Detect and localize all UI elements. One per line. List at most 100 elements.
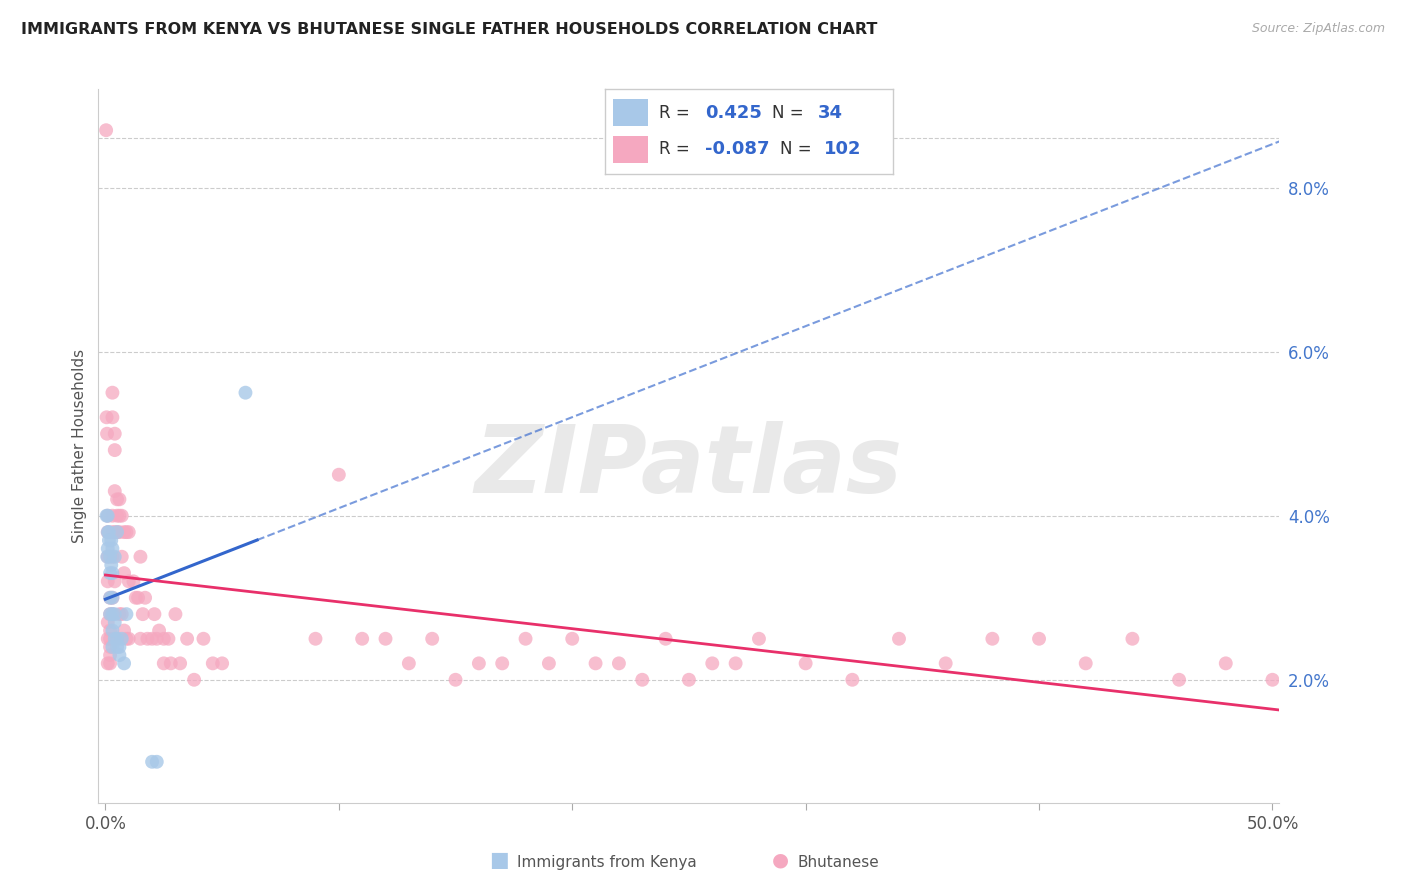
Point <box>1074 657 1097 671</box>
Point <box>104 632 127 646</box>
Text: ●: ● <box>772 851 789 870</box>
Point <box>702 657 724 671</box>
Point <box>491 657 513 671</box>
Text: Bhutanese: Bhutanese <box>797 855 879 870</box>
Point <box>96 549 118 564</box>
Point <box>105 492 128 507</box>
Point <box>1261 673 1284 687</box>
Point <box>981 632 1004 646</box>
Point <box>101 525 124 540</box>
Point <box>97 541 120 556</box>
Point <box>98 648 121 662</box>
Point <box>118 632 141 646</box>
Point <box>328 467 350 482</box>
Point <box>98 591 121 605</box>
Point <box>129 632 152 646</box>
Point <box>101 591 124 605</box>
Point <box>96 410 118 425</box>
Point <box>157 632 180 646</box>
Point <box>143 607 166 622</box>
Point <box>97 549 120 564</box>
Y-axis label: Single Father Households: Single Father Households <box>72 349 87 543</box>
Point <box>104 443 127 458</box>
Point <box>724 657 747 671</box>
Point <box>108 607 131 622</box>
Point <box>101 549 124 564</box>
Point <box>304 632 326 646</box>
Point <box>104 426 127 441</box>
Point <box>108 508 131 523</box>
Point <box>101 410 124 425</box>
Point <box>97 525 120 540</box>
Text: N =: N = <box>772 104 808 122</box>
Point <box>105 525 128 540</box>
Point <box>444 673 467 687</box>
Point <box>420 632 443 646</box>
Point <box>146 755 169 769</box>
Text: N =: N = <box>780 140 817 159</box>
Point <box>108 492 131 507</box>
Point <box>111 607 134 622</box>
Text: R =: R = <box>659 140 696 159</box>
Point <box>1168 673 1191 687</box>
Point <box>118 525 141 540</box>
Point <box>211 657 233 671</box>
Point <box>105 640 128 654</box>
Point <box>101 624 124 638</box>
Point <box>176 632 198 646</box>
Point <box>97 525 120 540</box>
Point <box>141 755 163 769</box>
Text: IMMIGRANTS FROM KENYA VS BHUTANESE SINGLE FATHER HOUSEHOLDS CORRELATION CHART: IMMIGRANTS FROM KENYA VS BHUTANESE SINGL… <box>21 22 877 37</box>
Point <box>132 607 155 622</box>
Point <box>537 657 560 671</box>
Point <box>101 607 124 622</box>
Point <box>165 607 187 622</box>
Point <box>101 541 124 556</box>
Point <box>122 574 145 589</box>
Point <box>1215 657 1237 671</box>
Point <box>105 525 128 540</box>
Point <box>108 648 131 662</box>
Text: Source: ZipAtlas.com: Source: ZipAtlas.com <box>1251 22 1385 36</box>
Point <box>1121 632 1143 646</box>
Point <box>169 657 191 671</box>
Point <box>98 640 121 654</box>
Point <box>193 632 215 646</box>
Point <box>97 508 120 523</box>
Point <box>105 632 128 646</box>
Point <box>152 632 174 646</box>
Point <box>104 607 127 622</box>
Point <box>98 607 121 622</box>
Point <box>134 591 156 605</box>
Point <box>105 508 128 523</box>
Point <box>104 549 127 564</box>
Point <box>97 533 120 548</box>
Point <box>129 549 152 564</box>
Text: R =: R = <box>659 104 696 122</box>
Point <box>98 624 121 638</box>
Point <box>515 632 537 646</box>
Point <box>97 525 120 540</box>
Point <box>398 657 420 671</box>
Point <box>101 640 124 654</box>
Point <box>561 632 583 646</box>
Text: 102: 102 <box>824 140 860 159</box>
Point <box>841 673 863 687</box>
Point <box>352 632 374 646</box>
Point <box>127 591 149 605</box>
Point <box>141 632 163 646</box>
Text: ■: ■ <box>489 850 509 870</box>
Point <box>97 657 120 671</box>
Point <box>98 657 121 671</box>
Bar <box>613 136 648 163</box>
Text: 0.425: 0.425 <box>706 104 762 122</box>
Bar <box>613 99 648 127</box>
Point <box>468 657 491 671</box>
Point <box>97 508 120 523</box>
Point <box>112 624 135 638</box>
Point <box>100 558 122 572</box>
Point <box>97 615 120 630</box>
Point <box>111 508 134 523</box>
Point <box>235 385 257 400</box>
Point <box>101 385 124 400</box>
